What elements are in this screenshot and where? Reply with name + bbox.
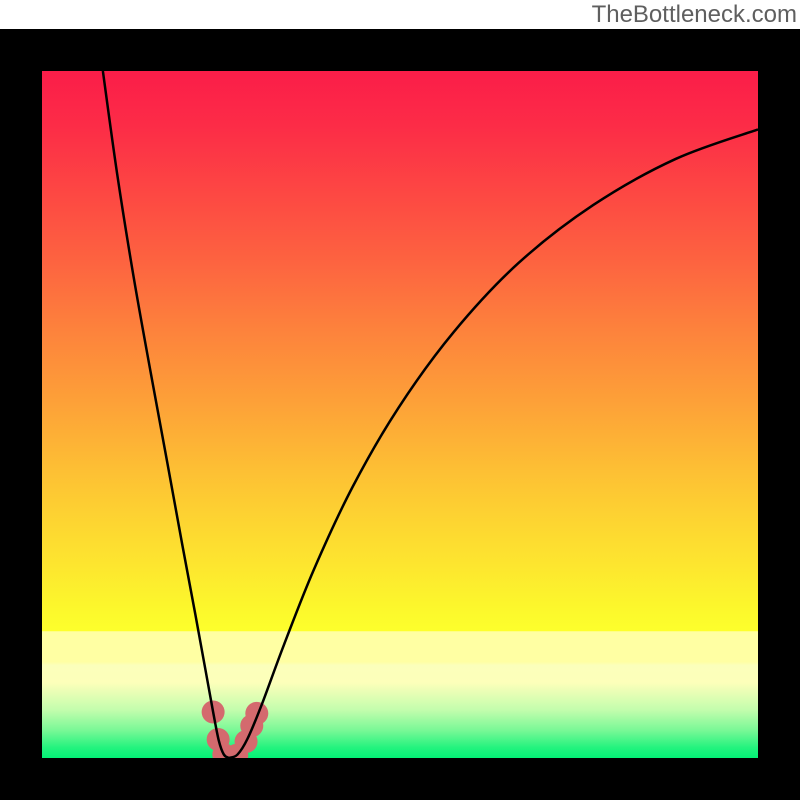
curve-layer [0, 0, 800, 800]
data-marker [245, 702, 268, 725]
chart-root: TheBottleneck.com [0, 0, 800, 800]
curve-right [229, 129, 758, 758]
attribution-label: TheBottleneck.com [592, 1, 797, 29]
curve-left [103, 71, 229, 758]
